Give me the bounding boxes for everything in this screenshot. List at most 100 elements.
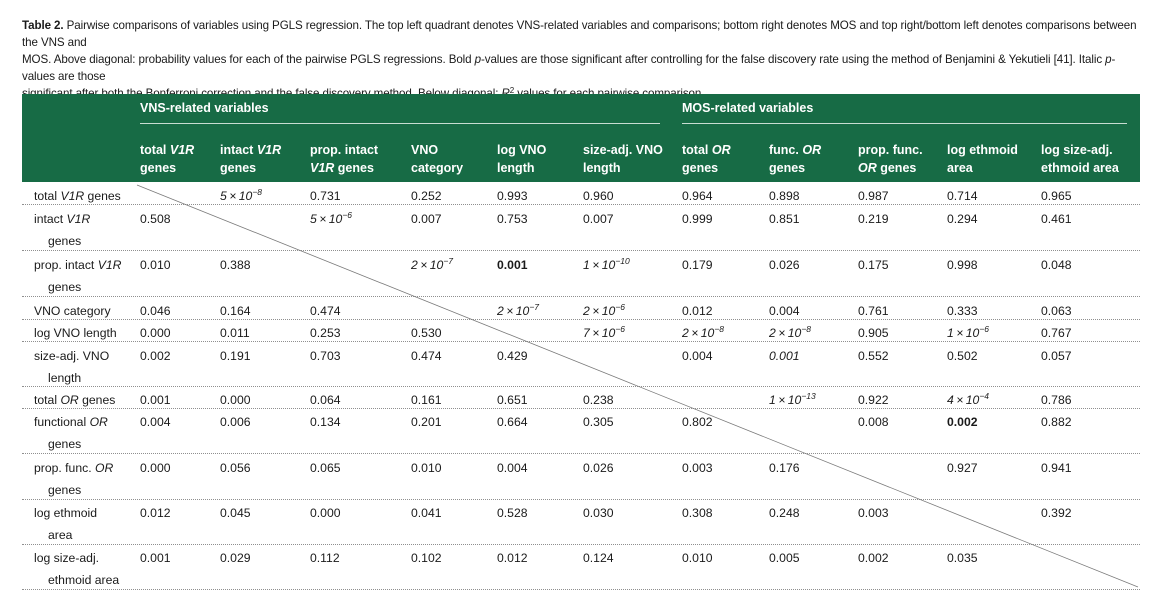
column-header: func. OR genes (769, 143, 822, 175)
row-label: intact V1R genes (34, 212, 91, 248)
table-cell: 0.987 (858, 189, 889, 203)
row-label: log VNO length (34, 326, 117, 340)
table-row: intact V1R genes 0.508 5 × 10−6 0.007 0.753 0.… (22, 205, 1140, 251)
column-header: log ethmoid area (947, 143, 1018, 175)
table-cell: 0.703 (310, 349, 341, 363)
table-cell: 0.000 (220, 393, 251, 407)
row-label: log ethmoid area (34, 506, 98, 542)
table-cell: 0.010 (140, 258, 171, 272)
table-cell: 0.048 (1041, 258, 1072, 272)
table-cell: 0.035 (947, 551, 978, 565)
table-cell: 0.008 (858, 415, 889, 429)
table-cell: 0.294 (947, 212, 978, 226)
caption-line-2: MOS. Above diagonal: probability values … (22, 53, 1116, 83)
table-cell: 0.388 (220, 258, 251, 272)
table-cell: 0.528 (497, 506, 528, 520)
row-label: total OR genes (34, 393, 116, 407)
table-cell: 0.011 (220, 326, 250, 340)
table-cell: 0.005 (769, 551, 800, 565)
column-header: log VNO length (497, 143, 547, 175)
table-cell: 0.664 (497, 415, 528, 429)
table-cell: 0.001 (140, 551, 171, 565)
row-label: log size-adj. ethmoid area (34, 551, 120, 587)
table-header: VNS-related variables MOS-related variab… (22, 94, 1140, 182)
table-cell: 0.012 (682, 304, 713, 318)
table-cell: 0.308 (682, 506, 713, 520)
table-row: log ethmoid area 0.012 0.045 0.000 0.041 0.528… (22, 499, 1140, 545)
table-cell: 1 × 10−10 (583, 256, 630, 272)
table-cell: 0.161 (411, 393, 442, 407)
table-cell: 0.753 (497, 212, 528, 226)
table-cell: 0.898 (769, 189, 800, 203)
column-header: size-adj. VNO length (583, 143, 663, 175)
table-cell: 0.000 (140, 461, 171, 475)
table-cell: 0.922 (858, 393, 889, 407)
table-row: log VNO length 0.000 0.011 0.253 0.530 7 × 10… (22, 319, 1140, 342)
table-cell: 0.004 (140, 415, 171, 429)
table-cell: 0.219 (858, 212, 889, 226)
row-label: total V1R genes (34, 189, 121, 203)
table-cell: 0.056 (220, 461, 251, 475)
table-cell: 5 × 10−8 (220, 187, 263, 203)
table-cell: 0.012 (497, 551, 528, 565)
table-cell: 0.761 (858, 304, 889, 318)
table-cell: 0.007 (411, 212, 442, 226)
group-rule-vns (140, 123, 660, 124)
table-cell: 0.002 (947, 415, 978, 429)
table-cell: 0.007 (583, 212, 614, 226)
table-cell: 0.001 (497, 258, 528, 272)
table-cell: 0.474 (310, 304, 341, 318)
row-label: prop. func. OR genes (34, 461, 114, 497)
table-row: prop. func. OR genes 0.000 0.056 0.065 0.010 0… (22, 454, 1140, 500)
table-cell: 1 × 10−6 (947, 324, 990, 340)
table-cell: 0.134 (310, 415, 341, 429)
column-header: prop. intact V1R genes (310, 143, 379, 175)
table-cell: 0.999 (682, 212, 713, 226)
column-header: intact V1R genes (220, 143, 282, 175)
table-cell: 0.004 (497, 461, 528, 475)
table-cell: 0.000 (310, 506, 341, 520)
table-cell: 0.333 (947, 304, 978, 318)
group-label-mos: MOS-related variables (682, 101, 814, 115)
table-row: log size-adj. ethmoid area 0.001 0.029 0.112… (22, 544, 1140, 590)
table-cell: 0.201 (411, 415, 442, 429)
table-row: VNO category 0.046 0.164 0.474 2 × 10−7 2 × 1… (22, 297, 1140, 320)
table-cell: 0.253 (310, 326, 341, 340)
table-cell: 0.965 (1041, 189, 1072, 203)
table-cell: 0.714 (947, 189, 978, 203)
table-cell: 0.252 (411, 189, 442, 203)
table-cell: 0.112 (310, 551, 340, 565)
table-cell: 0.802 (682, 415, 713, 429)
table-cell: 0.057 (1041, 349, 1072, 363)
table-cell: 1 × 10−13 (769, 391, 816, 407)
table-row: functional OR genes 0.004 0.006 0.134 0.201 0.… (22, 408, 1140, 454)
table-cell: 0.993 (497, 189, 528, 203)
table-cell: 0.429 (497, 349, 528, 363)
table-cell: 0.767 (1041, 326, 1072, 340)
table-cell: 0.941 (1041, 461, 1072, 475)
table-cell: 0.474 (411, 349, 442, 363)
table-cell: 0.003 (858, 506, 889, 520)
table-cell: 2 × 10−8 (769, 324, 812, 340)
row-label: size-adj. VNO length (34, 349, 110, 385)
table-caption: Table 2. Pairwise comparisons of variabl… (22, 17, 1140, 102)
table-cell: 0.002 (140, 349, 171, 363)
table-cell: 0.552 (858, 349, 889, 363)
table-cell: 0.960 (583, 189, 614, 203)
table-cell: 0.012 (140, 506, 171, 520)
table-cell: 0.305 (583, 415, 614, 429)
table-row: total V1R genes 5 × 10−8 0.731 0.252 0.993 0.… (22, 182, 1140, 205)
table-cell: 0.010 (411, 461, 442, 475)
column-header: VNO category (411, 143, 464, 175)
table-cell: 0.882 (1041, 415, 1072, 429)
table-cell: 0.010 (682, 551, 713, 565)
table-cell: 0.006 (220, 415, 251, 429)
table-cell: 0.003 (682, 461, 713, 475)
column-header: total V1R genes (140, 143, 195, 175)
table-cell: 2 × 10−7 (411, 256, 454, 272)
table-row: prop. intact V1R genes 0.010 0.388 2 × 10−7 0… (22, 251, 1140, 297)
table-cell: 0.045 (220, 506, 251, 520)
table-cell: 0.046 (140, 304, 171, 318)
table-cell: 0.502 (947, 349, 978, 363)
table-cell: 0.191 (220, 349, 251, 363)
